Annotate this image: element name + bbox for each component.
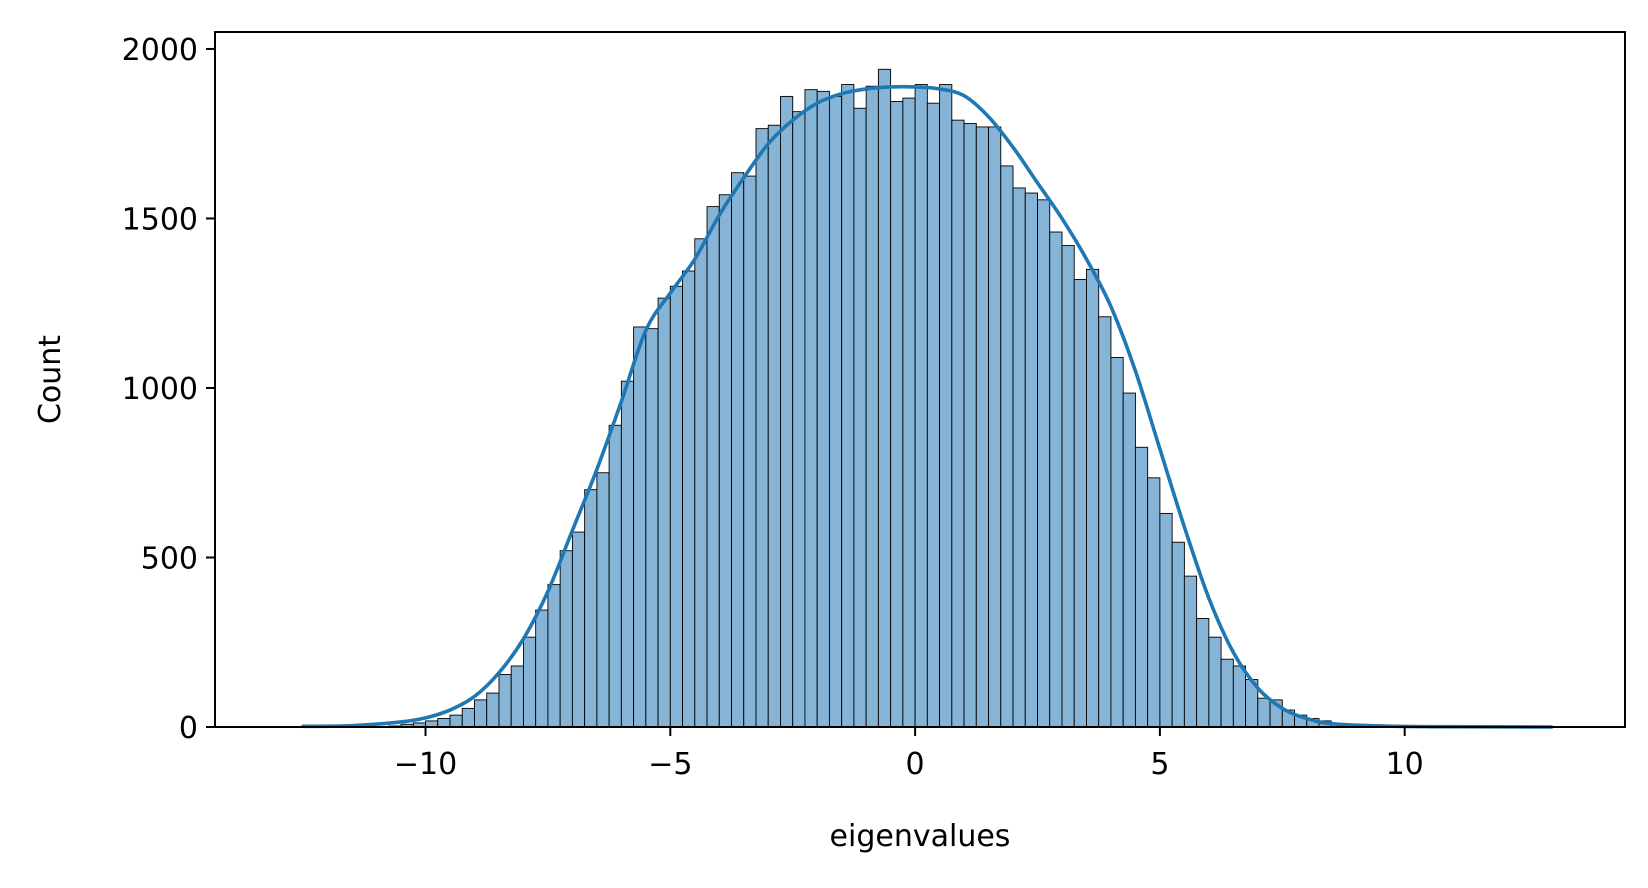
histogram-bar xyxy=(865,85,879,728)
histogram-bar xyxy=(780,95,794,728)
y-tick-label: 500 xyxy=(141,541,198,576)
histogram-bar xyxy=(975,126,989,728)
x-tick-label: −5 xyxy=(648,747,692,782)
histogram-bar xyxy=(633,326,647,728)
histogram-bar xyxy=(522,636,537,728)
histogram-bar xyxy=(951,119,965,728)
histogram-bar xyxy=(1220,658,1234,728)
x-tick-label: 5 xyxy=(1150,747,1169,782)
histogram-bar xyxy=(1122,392,1136,728)
histogram-bar xyxy=(1098,316,1112,728)
histogram-bar xyxy=(1049,231,1063,728)
histogram-bar xyxy=(682,270,696,728)
histogram-bar xyxy=(718,194,732,728)
histogram-bar xyxy=(1208,636,1222,728)
histogram-bar xyxy=(1110,357,1124,728)
histogram-bar xyxy=(596,472,610,728)
x-tick-label: −10 xyxy=(394,747,457,782)
histogram-bar xyxy=(461,707,475,728)
histogram-bar xyxy=(902,97,916,728)
histogram-bar xyxy=(1232,665,1247,728)
histogram-bar xyxy=(890,101,904,728)
histogram-bar xyxy=(804,89,818,728)
histogram-bar xyxy=(571,531,586,728)
histogram-bar xyxy=(498,674,512,728)
histogram-bar xyxy=(1024,192,1038,728)
histogram-bar xyxy=(1037,199,1051,728)
histogram-bar xyxy=(1183,575,1198,728)
histogram-bar xyxy=(1000,165,1014,728)
histogram-bar xyxy=(939,84,953,728)
histogram-bar xyxy=(669,285,683,728)
histogram-bar xyxy=(535,609,549,728)
histogram-bar xyxy=(608,424,622,728)
histogram-bar xyxy=(474,699,488,728)
histogram-bar xyxy=(1171,541,1185,728)
histogram-bar xyxy=(1086,268,1100,728)
histogram-bar xyxy=(731,172,745,728)
plot-frame xyxy=(214,31,1626,728)
histogram-bar xyxy=(816,90,830,728)
histogram-bar xyxy=(645,328,659,728)
y-tick-label: 2000 xyxy=(122,33,198,68)
histogram-bar xyxy=(743,175,757,728)
histogram-bar xyxy=(694,238,708,728)
histogram-bar xyxy=(853,107,867,728)
histogram-bar xyxy=(657,297,671,728)
histogram-bar xyxy=(620,380,635,728)
histogram-bar xyxy=(1012,187,1026,728)
histogram-bar xyxy=(914,84,928,728)
histogram-bar xyxy=(841,84,855,728)
histogram-bar xyxy=(437,718,451,728)
histogram-bar xyxy=(755,128,769,728)
histogram-bar xyxy=(988,126,1002,728)
histogram-bar xyxy=(547,584,561,728)
histogram-bar xyxy=(1159,512,1173,728)
histogram-bar xyxy=(926,102,941,728)
histogram-bar xyxy=(584,489,598,728)
kde-line xyxy=(301,84,1554,729)
histogram-bar xyxy=(559,550,573,728)
histogram-bar xyxy=(1196,618,1210,728)
histogram-bar xyxy=(963,123,977,728)
y-axis-ticks: 0 500 1000 1500 2000 xyxy=(122,33,215,746)
histogram-bar xyxy=(767,124,781,728)
y-axis-label: Count xyxy=(33,335,68,424)
histogram-bar xyxy=(1147,477,1161,728)
x-axis-label: eigenvalues xyxy=(830,819,1011,854)
histogram-bar xyxy=(877,68,892,728)
histogram-bar xyxy=(449,714,463,728)
y-tick-label: 1500 xyxy=(122,202,198,237)
x-tick-label: 10 xyxy=(1386,747,1424,782)
histogram-bar xyxy=(486,692,500,728)
histogram-bar xyxy=(792,111,806,728)
y-tick-label: 1000 xyxy=(122,372,198,407)
histogram-bar xyxy=(1073,279,1087,728)
histogram-bar xyxy=(828,95,843,728)
histogram-bar xyxy=(1134,446,1149,728)
x-tick-label: 0 xyxy=(906,747,925,782)
y-tick-label: 0 xyxy=(179,711,198,746)
histogram-bar xyxy=(1061,245,1075,728)
histogram-bar xyxy=(1257,697,1271,728)
histogram-bar xyxy=(706,206,720,728)
histogram-bar xyxy=(510,665,524,728)
x-axis-ticks: −10 −5 0 5 10 xyxy=(394,727,1424,782)
